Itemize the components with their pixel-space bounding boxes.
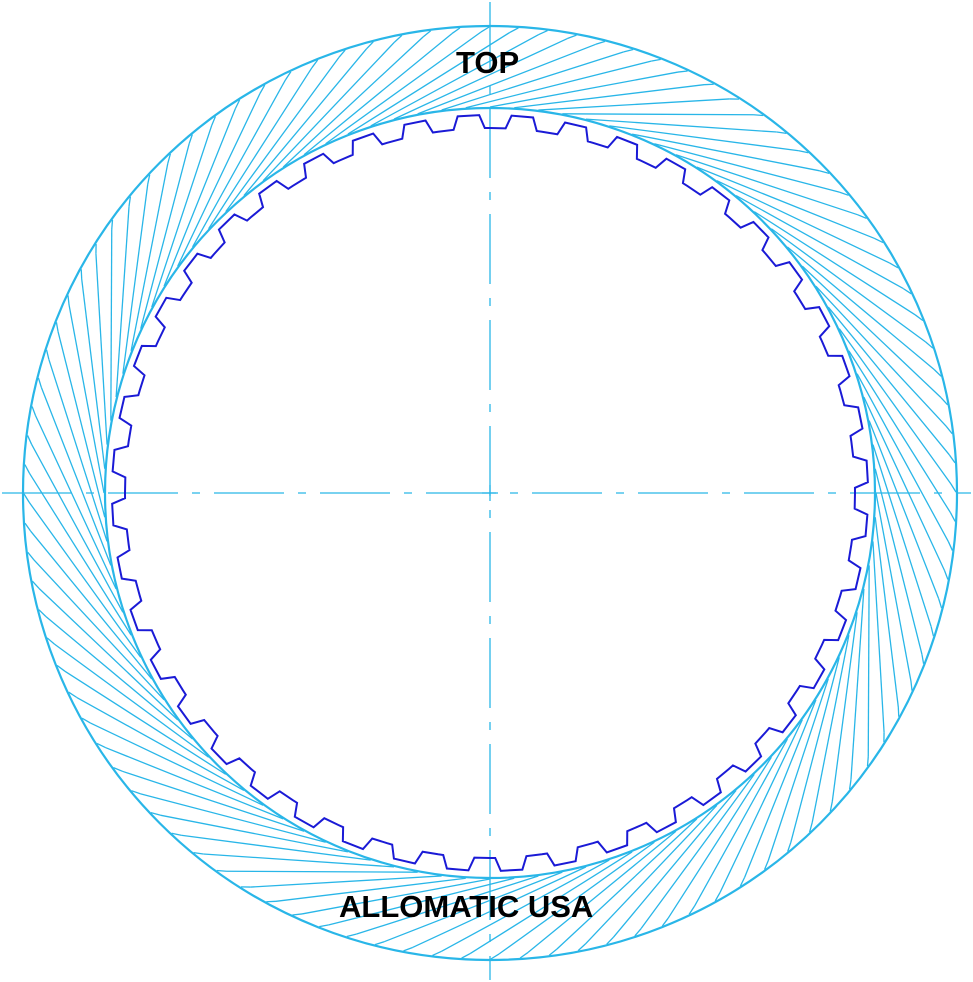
groove-line (152, 125, 212, 307)
groove-end-cap (68, 295, 69, 305)
groove-end-cap (25, 523, 31, 531)
groove-line (812, 635, 849, 823)
groove-end-cap (47, 350, 49, 359)
groove-end-cap (292, 914, 302, 915)
groove-end-cap (319, 925, 329, 927)
groove-end-cap (931, 627, 933, 636)
groove-end-cap (28, 435, 32, 444)
groove-line (717, 181, 890, 263)
groove-line (768, 679, 828, 861)
groove-end-cap (432, 951, 441, 955)
groove-end-cap (510, 28, 519, 33)
groove-line (178, 94, 260, 267)
groove-end-cap (520, 952, 528, 958)
top-label: TOP (456, 47, 519, 78)
groove-line (538, 99, 729, 110)
groove-line (849, 351, 951, 513)
groove-end-cap (922, 654, 924, 664)
groove-end-cap (951, 513, 956, 522)
groove-end-cap (38, 378, 41, 387)
groove-line (160, 815, 348, 852)
groove-end-cap (948, 542, 952, 551)
groove-end-cap (112, 220, 113, 230)
groove-end-cap (567, 35, 576, 38)
groove-line (868, 565, 869, 756)
groove-end-cap (481, 27, 489, 32)
groove-end-cap (32, 407, 35, 416)
groove-end-cap (868, 757, 869, 767)
groove-line (251, 876, 442, 887)
groove-end-cap (911, 681, 912, 691)
groove-end-cap (404, 947, 413, 950)
groove-end-cap (25, 465, 30, 474)
groove-line (876, 493, 911, 681)
groove-end-cap (491, 954, 499, 959)
groove-end-cap (452, 28, 460, 34)
groove-line (111, 229, 112, 420)
groove-line (586, 119, 777, 132)
brand-label: ALLOMATIC USA (339, 891, 593, 922)
groove-line (562, 114, 753, 115)
groove-end-cap (678, 71, 688, 72)
groove-end-cap (217, 871, 227, 872)
groove-end-cap (24, 494, 29, 502)
groove-line (131, 163, 168, 351)
groove-line (91, 723, 264, 805)
groove-end-cap (624, 50, 633, 52)
groove-end-cap (462, 954, 471, 959)
groove-end-cap (596, 41, 605, 44)
groove-end-cap (939, 599, 942, 608)
groove-line (29, 473, 131, 635)
groove-end-cap (539, 31, 548, 35)
groove-end-cap (754, 115, 764, 116)
groove-line (641, 774, 754, 928)
groove-end-cap (951, 484, 956, 492)
groove-line (122, 771, 304, 831)
groove-line (851, 589, 864, 780)
groove-end-cap (56, 322, 58, 332)
groove-line (203, 854, 394, 867)
groove-end-cap (651, 59, 661, 61)
groove-line (632, 134, 820, 171)
groove-line (873, 541, 884, 732)
groove-end-cap (944, 570, 947, 579)
groove-line (69, 305, 104, 493)
groove-line (720, 720, 802, 893)
groove-line (116, 206, 129, 397)
groove-line (226, 57, 339, 211)
groove-line (771, 229, 925, 342)
groove-line (873, 445, 931, 627)
groove-end-cap (375, 942, 384, 945)
groove-line (54, 644, 208, 757)
groove-line (49, 359, 107, 541)
groove-end-cap (949, 455, 955, 463)
groove-line (676, 155, 858, 215)
groove-line (226, 871, 417, 872)
groove-line (96, 254, 107, 445)
groove-end-cap (347, 934, 356, 936)
